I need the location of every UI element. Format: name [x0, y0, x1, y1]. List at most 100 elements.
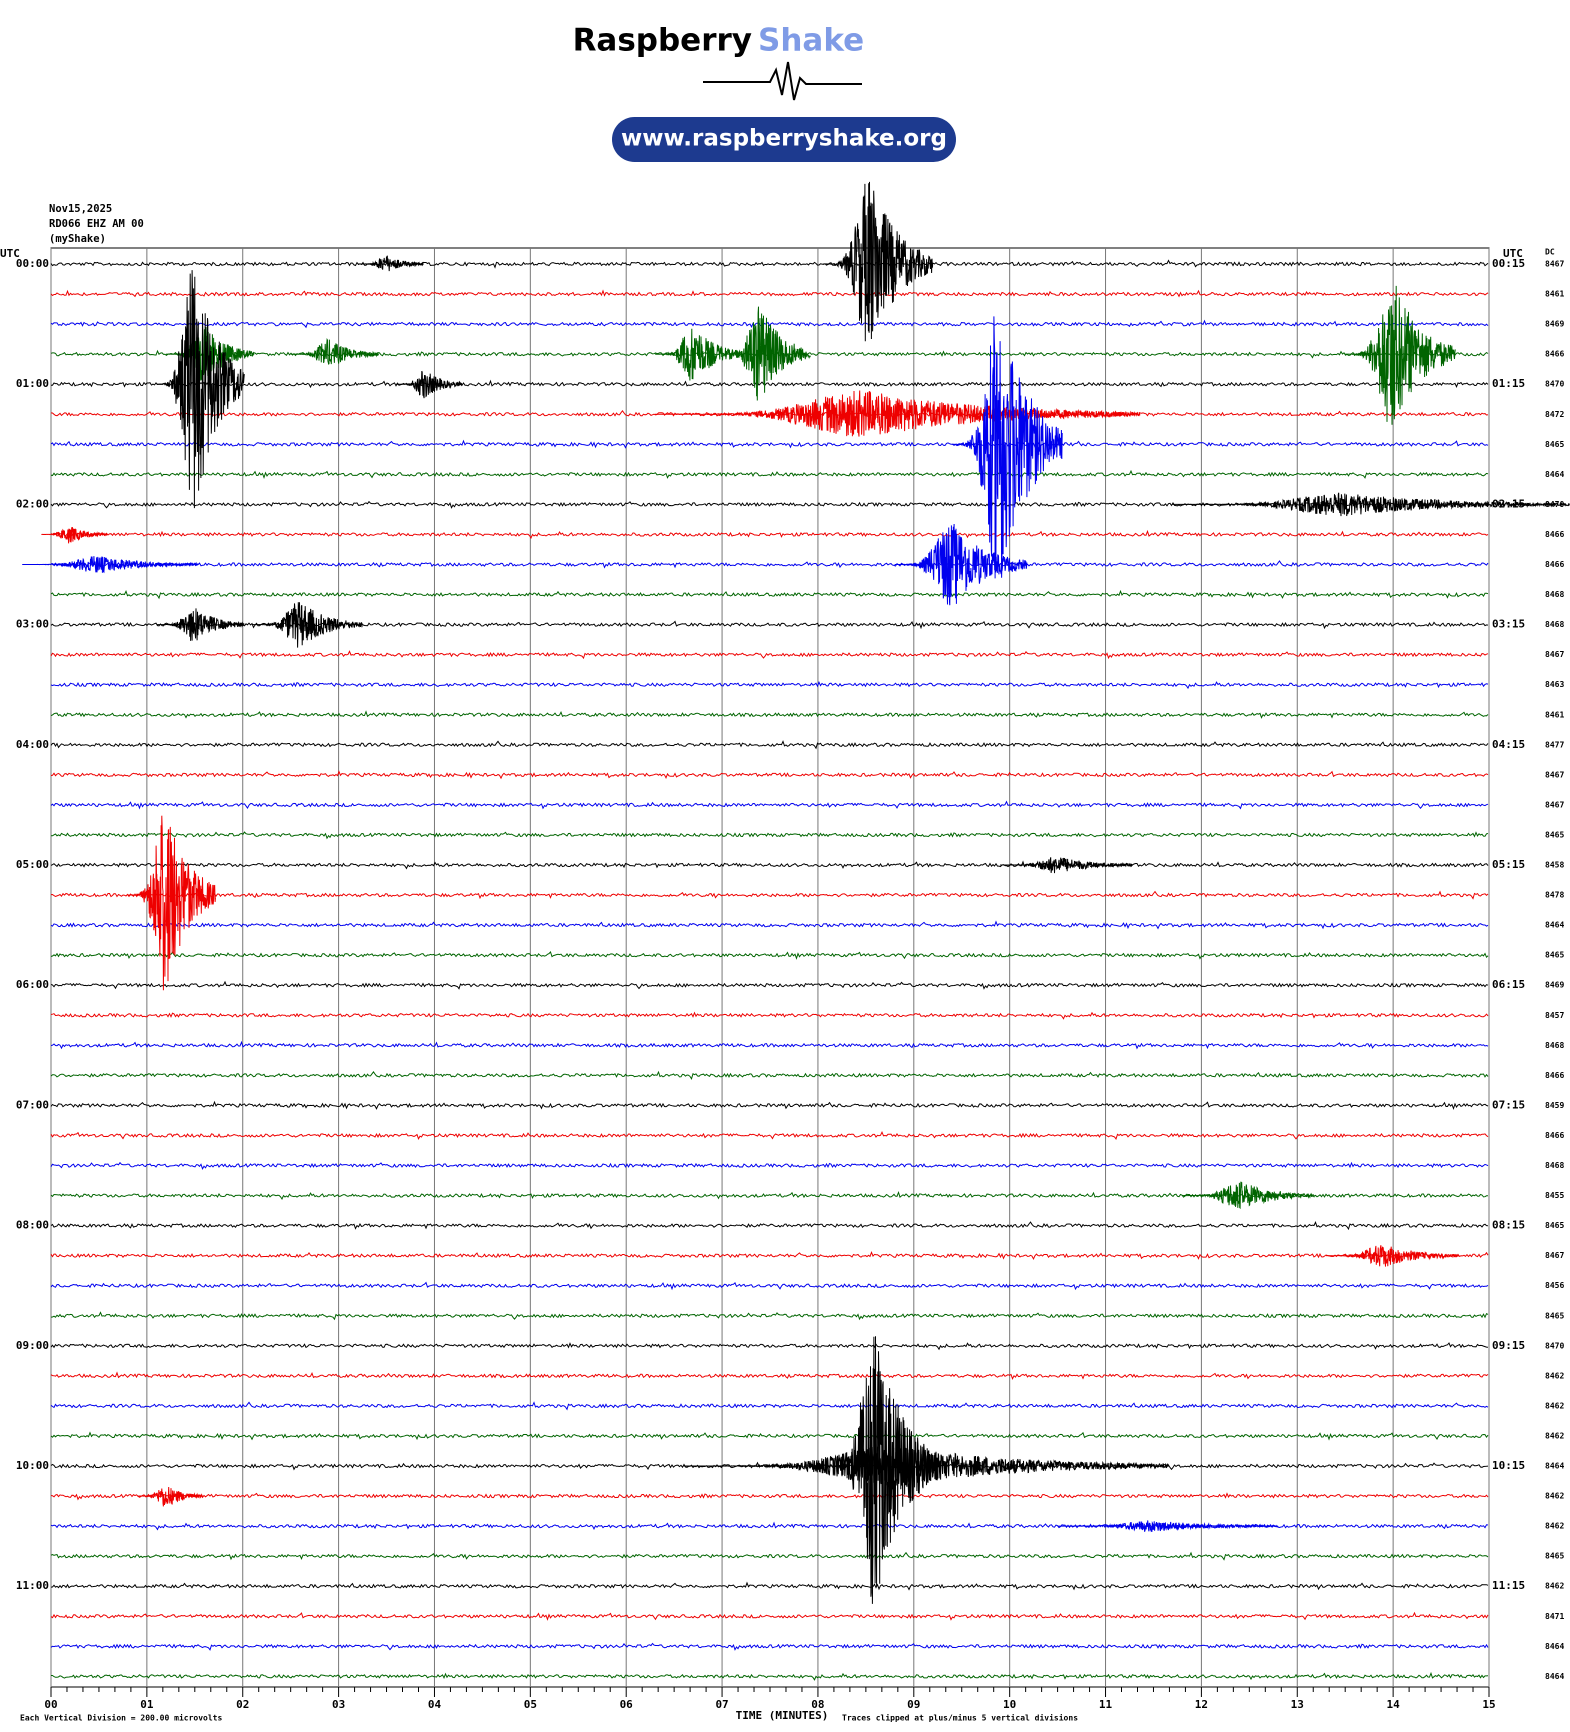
seismic-event	[952, 316, 1063, 579]
dc-label: 8471	[1545, 1612, 1564, 1621]
left-time-label: 03:00	[16, 618, 49, 631]
seismic-event	[894, 523, 1028, 606]
scale-note: Each Vertical Division = 200.00 microvol…	[20, 1713, 222, 1723]
dc-label: 8472	[1545, 410, 1564, 419]
dc-label: 8463	[1545, 680, 1564, 689]
logo-squiggle	[703, 61, 862, 101]
trace	[50, 770, 1489, 780]
trace	[50, 1161, 1489, 1171]
station-id: RD066 EHZ AM 00	[49, 218, 144, 230]
trace	[50, 831, 1489, 840]
station-owner: (myShake)	[49, 233, 106, 245]
dc-label: 8477	[1545, 740, 1564, 749]
dc-label: 8464	[1545, 470, 1564, 479]
left-time-label: 08:00	[16, 1219, 49, 1232]
left-time-label: 07:00	[16, 1098, 49, 1111]
left-time-label: 11:00	[16, 1579, 49, 1592]
trace	[50, 1371, 1489, 1380]
trace	[50, 1070, 1489, 1081]
seismic-event	[655, 390, 1141, 437]
dc-label: 8468	[1545, 620, 1564, 629]
trace	[50, 860, 1489, 870]
left-time-label: 04:00	[16, 738, 49, 751]
right-time-label: 09:15	[1492, 1339, 1525, 1352]
x-tick-label: 02	[236, 1698, 249, 1711]
x-tick-label: 07	[715, 1698, 728, 1711]
trace	[50, 951, 1489, 960]
trace	[50, 681, 1489, 690]
trace	[50, 1281, 1489, 1291]
clip-note: Traces clipped at plus/minus 5 vertical …	[842, 1713, 1078, 1723]
trace	[50, 1011, 1489, 1020]
seismic-event	[1345, 285, 1456, 425]
dc-label: 8456	[1545, 1281, 1564, 1290]
trace	[50, 319, 1489, 329]
utc-header: UTC	[0, 247, 20, 260]
right-time-label: 08:15	[1492, 1219, 1525, 1232]
dc-label: 8464	[1545, 921, 1564, 930]
x-tick-label: 03	[332, 1698, 345, 1711]
dc-label: 8462	[1545, 1371, 1564, 1380]
dc-label: 8464	[1545, 1462, 1564, 1471]
x-tick-label: 08	[811, 1698, 824, 1711]
trace	[50, 800, 1489, 810]
dc-label: 8465	[1545, 830, 1564, 839]
dc-label: 8469	[1545, 981, 1564, 990]
trace	[50, 589, 1489, 600]
trace	[50, 1551, 1489, 1561]
dc-label: 8465	[1545, 1311, 1564, 1320]
dc-header: DC	[1545, 248, 1555, 257]
right-time-label: 05:15	[1492, 858, 1525, 871]
seismic-event	[1182, 1181, 1315, 1210]
seismic-event	[654, 328, 744, 381]
x-tick-label: 10	[1003, 1698, 1016, 1711]
seismic-event	[1057, 1520, 1279, 1533]
dc-label: 8470	[1545, 380, 1564, 389]
right-time-label: 06:15	[1492, 978, 1525, 991]
seismic-event	[683, 1446, 1170, 1487]
dc-label: 8462	[1545, 1431, 1564, 1440]
trace	[50, 1040, 1489, 1050]
station-date: Nov15,2025	[49, 203, 112, 215]
right-time-label: 11:15	[1492, 1579, 1525, 1592]
dc-label: 8466	[1545, 350, 1564, 359]
dc-label: 8458	[1545, 861, 1564, 870]
trace	[50, 1220, 1489, 1231]
x-tick-label: 05	[524, 1698, 537, 1711]
seismic-event	[822, 181, 934, 342]
right-time-label: 01:15	[1492, 377, 1525, 390]
trace	[50, 1642, 1489, 1651]
x-tick-label: 01	[140, 1698, 154, 1711]
dc-label: 8457	[1545, 1011, 1564, 1020]
dc-label: 8467	[1545, 260, 1564, 269]
trace	[50, 740, 1489, 750]
dc-label: 8461	[1545, 710, 1564, 719]
trace	[50, 980, 1489, 990]
seismic-event	[137, 1486, 204, 1507]
trace	[50, 1130, 1489, 1140]
seismic-event	[156, 608, 245, 641]
dc-label: 8478	[1545, 891, 1564, 900]
seismic-event	[1325, 1245, 1459, 1267]
left-time-label: 05:00	[16, 858, 49, 871]
seismic-event	[290, 338, 379, 365]
dc-label: 8464	[1545, 1642, 1564, 1651]
trace	[50, 1581, 1489, 1591]
trace	[50, 289, 1489, 298]
url-pill[interactable]	[612, 117, 956, 162]
left-time-label: 06:00	[16, 978, 49, 991]
trace	[50, 469, 1489, 480]
dc-label: 8465	[1545, 1552, 1564, 1561]
trace	[50, 1431, 1489, 1441]
url-text[interactable]: www.raspberryshake.org	[621, 126, 947, 152]
right-time-label: 03:15	[1492, 618, 1525, 631]
trace	[50, 890, 1489, 900]
trace	[50, 1100, 1489, 1110]
dc-label: 8465	[1545, 1221, 1564, 1230]
left-time-label: 09:00	[16, 1339, 49, 1352]
dc-label: 8469	[1545, 320, 1564, 329]
right-time-label: 10:15	[1492, 1459, 1525, 1472]
dc-label: 8467	[1545, 770, 1564, 779]
seismic-event	[1000, 857, 1133, 874]
